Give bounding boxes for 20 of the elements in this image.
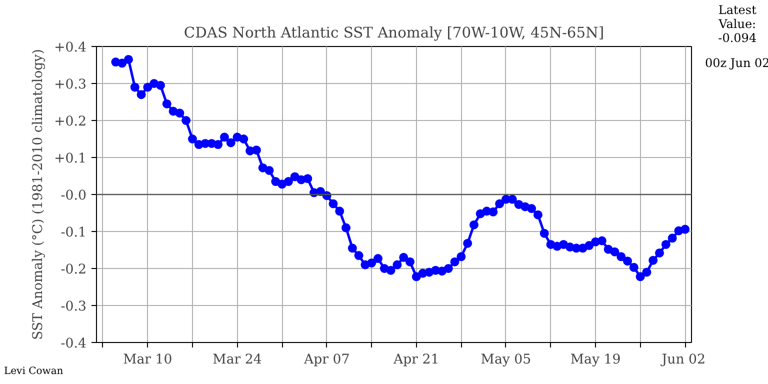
chart-title: CDAS North Atlantic SST Anomaly [70W-10W, 45N-65N]: [184, 24, 604, 42]
y-tick-label: +0.2: [54, 114, 87, 130]
y-tick-label: -0.0: [60, 188, 87, 204]
text: Levi Cowan: [3, 366, 64, 377]
x-tick-label: Mar 24: [212, 352, 262, 368]
y-tick-label: -0.3: [60, 300, 87, 314]
y-axis-title: SST Anomaly (°C) (1981-2010 climatology): [31, 49, 46, 340]
x-tick-label: May 19: [570, 352, 621, 368]
x-tick-label: Apr 07: [302, 352, 350, 368]
y-tick-label: +0.3: [54, 78, 87, 92]
x-tick-label: Mar 10: [123, 352, 172, 368]
y-tick-label: -0.1: [60, 226, 87, 240]
y-tick-label: +0.4: [54, 40, 87, 56]
y-tick-label: -0.2: [60, 262, 87, 278]
x-tick-label: Jun 02: [660, 352, 706, 368]
x-tick-label: May 05: [480, 352, 532, 368]
y-tick-label: -0.4: [60, 336, 87, 352]
annotation: Latest Value: -0.094: [717, 4, 758, 46]
x-tick-label: Apr 21: [392, 352, 440, 368]
y-tick-label: +0.1: [54, 152, 87, 166]
